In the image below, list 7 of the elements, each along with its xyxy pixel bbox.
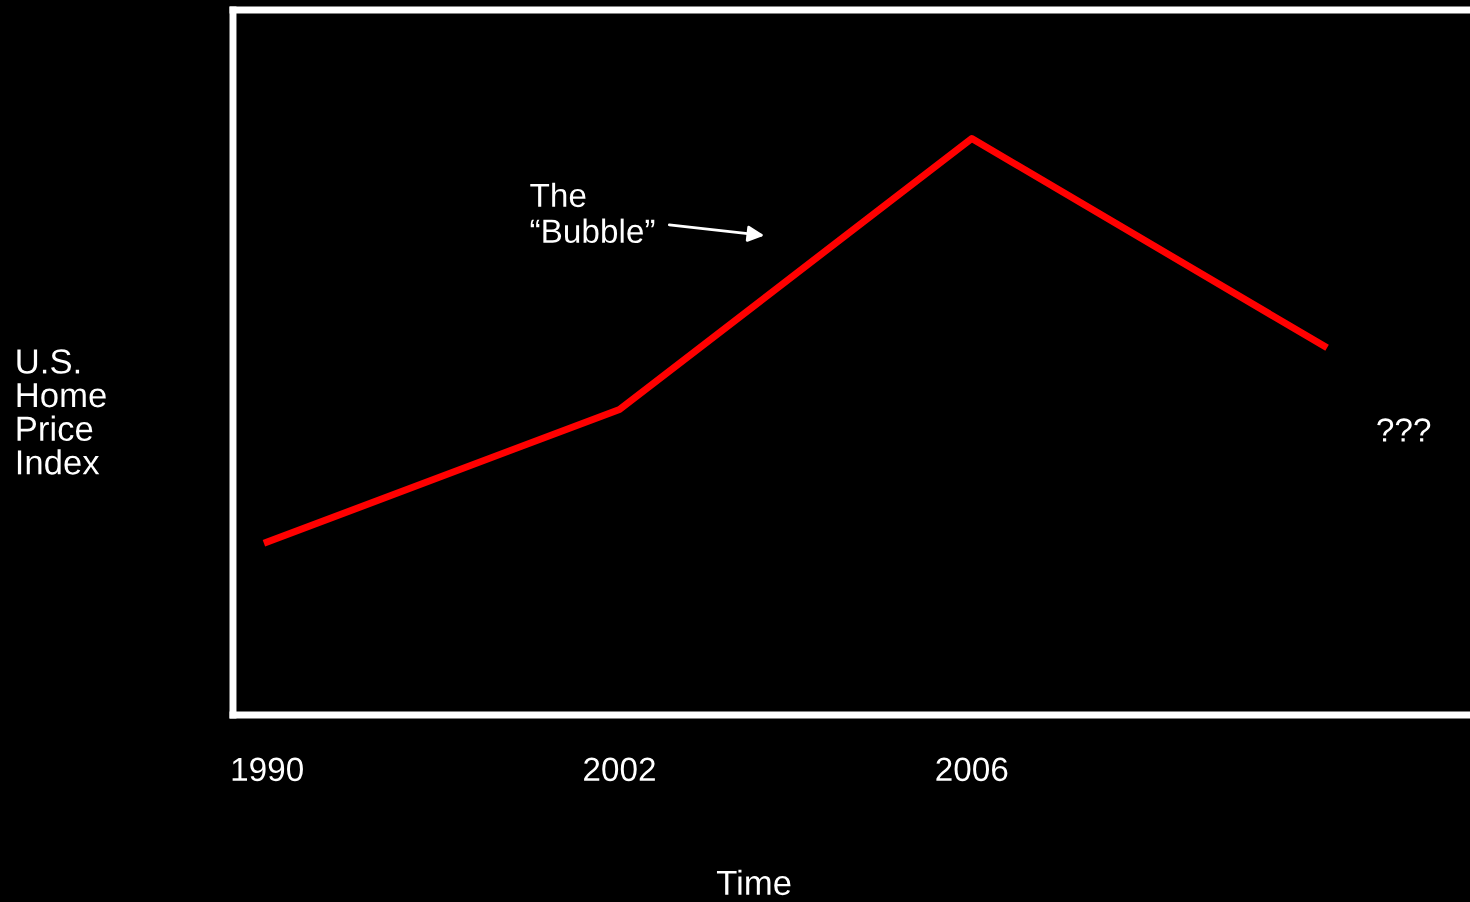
annotation: The “Bubble” xyxy=(530,182,655,244)
x-tick-label: 2002 xyxy=(584,757,655,782)
y-axis-title: U.S. Home Price Index xyxy=(17,349,106,475)
x-tick-label: 1990 xyxy=(232,757,303,782)
annotation: ??? xyxy=(1377,418,1431,442)
x-tick-label: 2006 xyxy=(936,757,1008,782)
x-axis-title: Time xyxy=(716,869,791,896)
